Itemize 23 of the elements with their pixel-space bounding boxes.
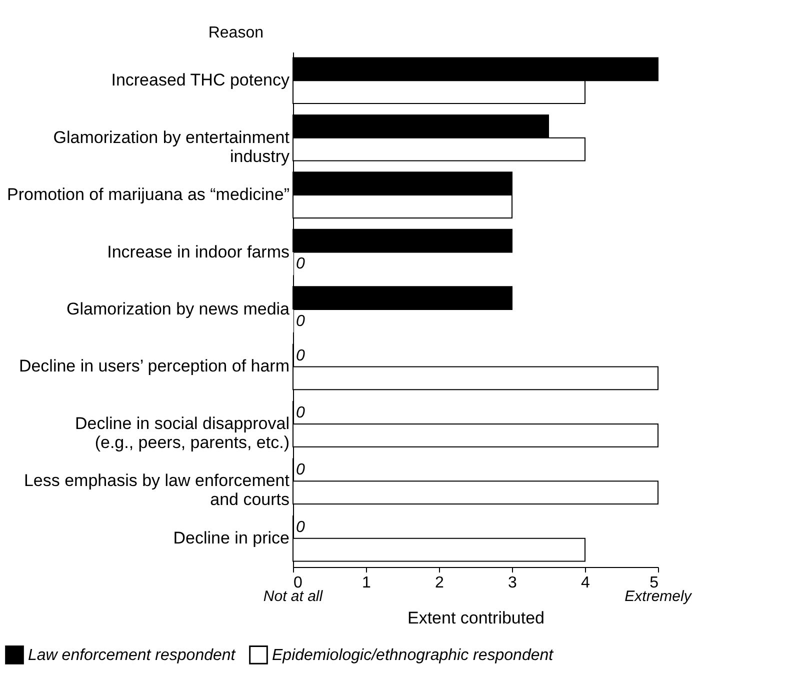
x-tick-label: 2	[435, 574, 444, 592]
legend-label: Epidemiologic/ethnographic respondent	[272, 646, 554, 664]
y-tick-label: Glamorization by news media	[66, 300, 290, 318]
y-tick-label: Increased THC potency	[111, 70, 290, 90]
y-tick-label: Promotion of marijuana as “medicine”	[6, 185, 290, 204]
y-tick-label: Decline in users’ perception of harm	[18, 356, 290, 376]
data-label: 0	[296, 404, 305, 422]
y-tick-label: Decline in price	[173, 528, 290, 548]
data-label: 0	[296, 312, 305, 330]
data-label: 0	[296, 347, 305, 364]
y-axis-title: Reason	[208, 24, 264, 42]
x-axis-title: Extent contributed	[407, 608, 545, 628]
x-tick-label: 4	[581, 574, 590, 592]
x-tick-label: 3	[508, 574, 518, 592]
y-tick-label: Less emphasis by law enforcement and courts	[24, 471, 290, 510]
x-tick-label: 1	[362, 574, 372, 592]
data-label: 0	[296, 518, 305, 536]
y-tick-label: Decline in social disapproval (e.g., peers, parents, etc.)	[74, 414, 290, 452]
data-label: 0	[296, 256, 305, 273]
y-tick-label: Increase in indoor farms	[107, 242, 290, 262]
data-label: 0	[296, 462, 305, 479]
legend-label: Law enforcement respondent	[28, 646, 236, 664]
y-tick-label: Glamorization by entertainment industry	[53, 128, 290, 166]
